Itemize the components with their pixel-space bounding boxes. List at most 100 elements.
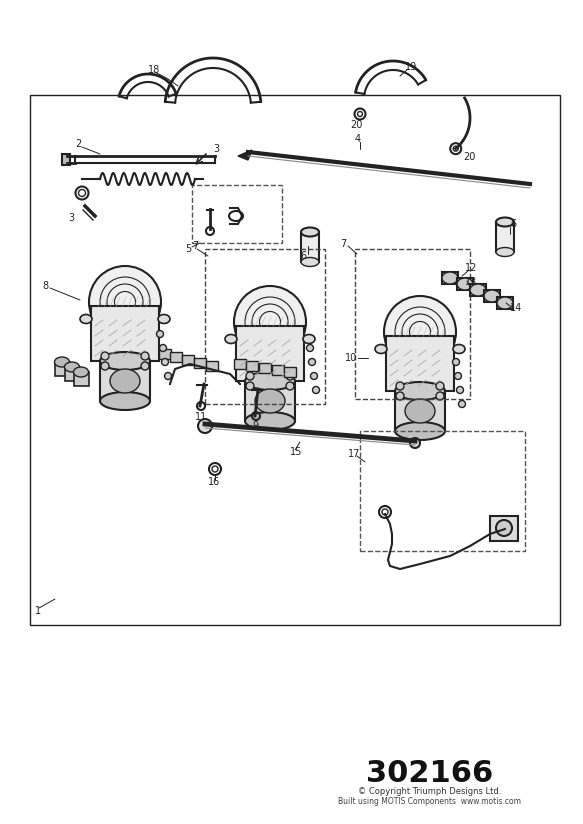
Text: 13: 13 [465, 277, 477, 287]
Text: Built using MOTIS Components  www.motis.com: Built using MOTIS Components www.motis.c… [339, 798, 522, 807]
Text: 3: 3 [68, 213, 74, 223]
Bar [182, 355, 194, 365]
Bar [192, 185, 282, 243]
Bar [159, 349, 171, 359]
Text: 8: 8 [42, 281, 48, 291]
Ellipse shape [158, 315, 170, 324]
Polygon shape [238, 150, 252, 160]
Ellipse shape [375, 344, 387, 353]
Text: 2: 2 [75, 139, 81, 149]
Circle shape [101, 352, 109, 360]
Circle shape [160, 344, 167, 352]
Circle shape [286, 372, 294, 380]
Text: 18: 18 [148, 65, 160, 75]
Text: 20: 20 [463, 152, 476, 162]
Circle shape [436, 392, 444, 400]
Ellipse shape [225, 335, 237, 344]
Ellipse shape [496, 218, 514, 227]
Ellipse shape [384, 296, 456, 368]
Circle shape [396, 392, 404, 400]
Text: 17: 17 [348, 449, 360, 459]
Text: 19: 19 [405, 62, 417, 72]
Bar [442, 272, 458, 284]
Bar [55, 362, 70, 376]
Ellipse shape [255, 389, 285, 413]
Text: 1: 1 [35, 606, 41, 616]
Circle shape [311, 372, 318, 380]
Text: 6: 6 [510, 219, 516, 229]
Ellipse shape [497, 297, 513, 309]
Ellipse shape [453, 344, 465, 353]
Bar [30, 95, 560, 625]
Ellipse shape [457, 278, 473, 290]
Circle shape [452, 358, 459, 366]
Bar [194, 358, 206, 368]
Text: 14: 14 [510, 303, 522, 313]
Circle shape [156, 330, 163, 338]
Bar [245, 381, 295, 421]
Bar [272, 365, 284, 375]
Text: 9: 9 [252, 421, 258, 431]
Bar [100, 361, 150, 401]
Ellipse shape [65, 362, 79, 372]
Ellipse shape [442, 272, 458, 284]
Ellipse shape [245, 412, 295, 430]
Circle shape [410, 438, 420, 448]
Ellipse shape [301, 258, 319, 266]
Ellipse shape [405, 399, 435, 423]
Text: 20: 20 [350, 120, 363, 130]
Circle shape [141, 352, 149, 360]
Bar [205, 249, 325, 404]
Circle shape [436, 382, 444, 390]
Bar [246, 361, 258, 371]
Text: 7: 7 [192, 241, 198, 251]
Bar [236, 326, 304, 381]
Text: 6: 6 [300, 251, 306, 261]
Bar [170, 352, 182, 362]
Ellipse shape [234, 286, 306, 358]
Bar [206, 361, 218, 371]
Circle shape [455, 372, 462, 380]
Circle shape [161, 358, 168, 366]
Text: 4: 4 [355, 134, 361, 144]
Circle shape [246, 372, 254, 380]
Circle shape [307, 344, 314, 352]
Bar [65, 367, 80, 381]
Text: 5: 5 [185, 244, 191, 254]
Ellipse shape [89, 266, 161, 338]
Bar [386, 336, 454, 391]
Ellipse shape [80, 315, 92, 324]
Text: 16: 16 [208, 477, 220, 487]
Ellipse shape [100, 352, 150, 370]
Bar [355, 249, 470, 399]
Bar [395, 391, 445, 431]
Ellipse shape [470, 284, 486, 296]
Ellipse shape [301, 227, 319, 236]
Bar [470, 284, 486, 296]
Bar [360, 431, 525, 551]
Text: 3: 3 [213, 144, 219, 154]
Bar [497, 297, 513, 309]
Circle shape [312, 386, 319, 394]
Text: 10: 10 [345, 353, 357, 363]
Circle shape [396, 382, 404, 390]
Bar [301, 232, 319, 262]
Circle shape [246, 382, 254, 390]
Ellipse shape [245, 372, 295, 390]
Bar [490, 516, 518, 541]
Ellipse shape [395, 422, 445, 440]
Bar [484, 290, 500, 302]
Ellipse shape [100, 392, 150, 410]
Circle shape [164, 372, 171, 380]
Bar [234, 359, 246, 369]
Ellipse shape [496, 247, 514, 256]
Bar [284, 367, 296, 377]
Ellipse shape [395, 382, 445, 400]
Ellipse shape [54, 357, 69, 367]
Ellipse shape [484, 290, 500, 302]
Circle shape [101, 362, 109, 370]
Circle shape [496, 520, 512, 536]
Circle shape [308, 358, 315, 366]
Text: © Copyright Triumph Designs Ltd.: © Copyright Triumph Designs Ltd. [359, 788, 502, 797]
Text: 11: 11 [195, 412, 207, 422]
